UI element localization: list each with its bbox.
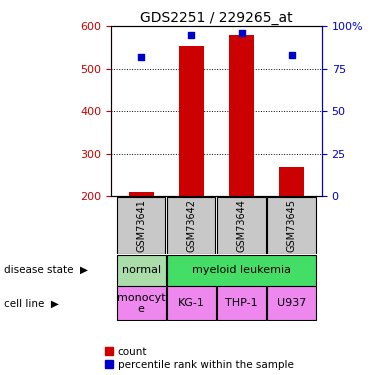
Text: THP-1: THP-1 <box>225 298 258 308</box>
Text: GSM73645: GSM73645 <box>287 199 297 252</box>
FancyBboxPatch shape <box>167 286 216 320</box>
FancyBboxPatch shape <box>217 286 266 320</box>
FancyBboxPatch shape <box>267 286 316 320</box>
FancyBboxPatch shape <box>167 196 215 254</box>
FancyBboxPatch shape <box>117 255 166 286</box>
Text: cell line  ▶: cell line ▶ <box>4 298 58 308</box>
Point <box>239 30 245 36</box>
Text: GSM73644: GSM73644 <box>236 199 246 252</box>
Text: normal: normal <box>122 265 161 275</box>
Text: disease state  ▶: disease state ▶ <box>4 265 88 275</box>
Point <box>188 32 194 38</box>
Text: KG-1: KG-1 <box>178 298 205 308</box>
Bar <box>279 167 305 196</box>
Bar <box>129 192 154 196</box>
FancyBboxPatch shape <box>117 286 166 320</box>
Bar <box>179 46 204 196</box>
FancyBboxPatch shape <box>217 196 266 254</box>
Title: GDS2251 / 229265_at: GDS2251 / 229265_at <box>140 11 293 25</box>
Bar <box>229 35 254 196</box>
Text: monocyt
e: monocyt e <box>117 292 165 314</box>
Point <box>289 52 295 58</box>
Point <box>138 54 144 60</box>
Text: GSM73641: GSM73641 <box>136 199 146 252</box>
Text: GSM73642: GSM73642 <box>186 199 196 252</box>
Text: U937: U937 <box>277 298 306 308</box>
Legend: count, percentile rank within the sample: count, percentile rank within the sample <box>105 346 293 370</box>
FancyBboxPatch shape <box>117 196 165 254</box>
Text: myeloid leukemia: myeloid leukemia <box>192 265 291 275</box>
FancyBboxPatch shape <box>167 255 316 286</box>
FancyBboxPatch shape <box>267 196 316 254</box>
